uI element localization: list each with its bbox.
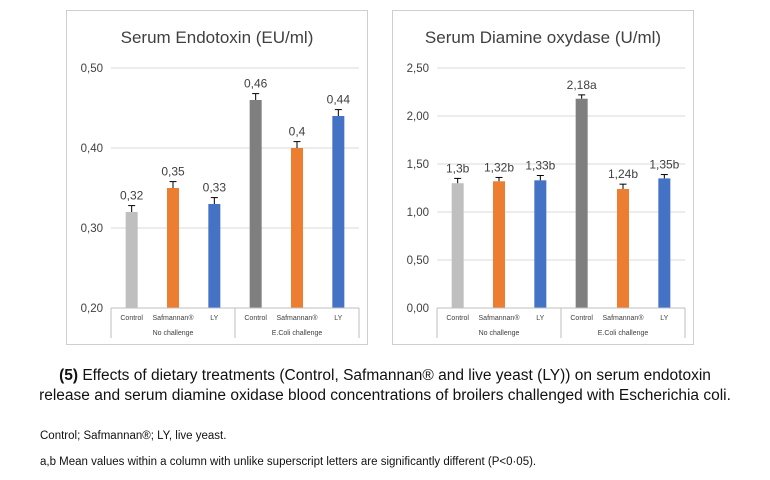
- group-label: E.Coli challenge: [272, 330, 323, 337]
- x-tick-label: Safmannan®: [277, 314, 319, 322]
- bar: [249, 100, 262, 308]
- y-tick-label: 2,50: [407, 63, 429, 75]
- y-tick-label: 1,50: [407, 159, 429, 171]
- figure-caption: (5) Effects of dietary treatments (Contr…: [0, 366, 770, 386]
- footnote-significance: a,b Mean values within a column with unl…: [40, 456, 537, 468]
- x-tick-label: Control: [120, 315, 143, 322]
- bar: [617, 188, 629, 308]
- diamine-oxidase-chart-panel: Serum Diamine oxydase (U/ml) 0,00 0,50 1,00…: [392, 10, 694, 345]
- x-tick-label: LY: [210, 315, 218, 322]
- bar: [167, 188, 179, 308]
- x-tick-label: Safmannan®: [153, 314, 195, 322]
- x-tick-label: Control: [570, 315, 593, 322]
- y-tick-label: 0,40: [81, 143, 103, 155]
- y-tick-label: 0,50: [81, 63, 103, 75]
- data-label: 1,33b: [525, 159, 555, 173]
- bar: [451, 183, 464, 308]
- x-tick-label: Control: [446, 315, 469, 322]
- x-tick-label: LY: [536, 315, 544, 322]
- data-label: 2,18a: [567, 78, 597, 92]
- bar: [125, 212, 138, 308]
- y-tick-label: 1,00: [407, 207, 429, 219]
- data-label: 0,44: [327, 93, 351, 107]
- bar: [575, 98, 588, 308]
- chart-title: Serum Diamine oxydase (U/ml): [425, 28, 661, 47]
- x-tick-label: LY: [334, 315, 342, 322]
- data-label: 1,35b: [649, 158, 679, 172]
- endotoxin-chart-panel: Serum Endotoxin (EU/ml) 0,20 0,30 0,40 0,50 0…: [66, 10, 368, 345]
- y-tick-label: 0,50: [407, 255, 429, 267]
- y-tick-label: 0,00: [407, 303, 429, 315]
- data-label: 0,46: [244, 77, 268, 91]
- data-label: 0,35: [161, 165, 185, 179]
- bar: [208, 204, 221, 308]
- bar: [291, 148, 303, 308]
- group-label: No challenge: [153, 330, 194, 337]
- x-tick-label: Safmannan®: [603, 314, 645, 322]
- data-label: 1,3b: [446, 161, 470, 175]
- diamine-oxidase-chart: Serum Diamine oxydase (U/ml) 0,00 0,50 1,00…: [407, 28, 686, 338]
- data-label: 1,24b: [608, 167, 638, 181]
- bar: [658, 178, 671, 308]
- bar: [534, 180, 547, 308]
- footnote-abbreviations: Control; Safmannan®; LY, live yeast.: [40, 430, 227, 442]
- y-tick-label: 0,20: [81, 303, 103, 315]
- data-label: 1,32b: [484, 160, 514, 174]
- data-label: 0,33: [203, 181, 227, 195]
- endotoxin-chart: Serum Endotoxin (EU/ml) 0,20 0,30 0,40 0,50 0…: [81, 28, 360, 338]
- y-tick-label: 0,30: [81, 223, 103, 235]
- bar: [332, 116, 345, 308]
- data-label: 0,32: [120, 189, 144, 203]
- x-tick-label: Control: [244, 315, 267, 322]
- chart-title: Serum Endotoxin (EU/ml): [121, 28, 314, 47]
- group-label: E.Coli challenge: [598, 330, 649, 337]
- data-label: 0,4: [289, 125, 306, 139]
- figure-caption-line-2: release and serum diamine oxidase blood …: [39, 387, 731, 404]
- group-label: No challenge: [479, 330, 520, 337]
- x-tick-label: LY: [660, 315, 668, 322]
- caption-line-1: Effects of dietary treatments (Control, …: [78, 367, 711, 384]
- bar: [493, 181, 505, 308]
- figure-number: (5): [59, 367, 79, 384]
- y-tick-label: 2,00: [407, 111, 429, 123]
- x-tick-label: Safmannan®: [479, 314, 521, 322]
